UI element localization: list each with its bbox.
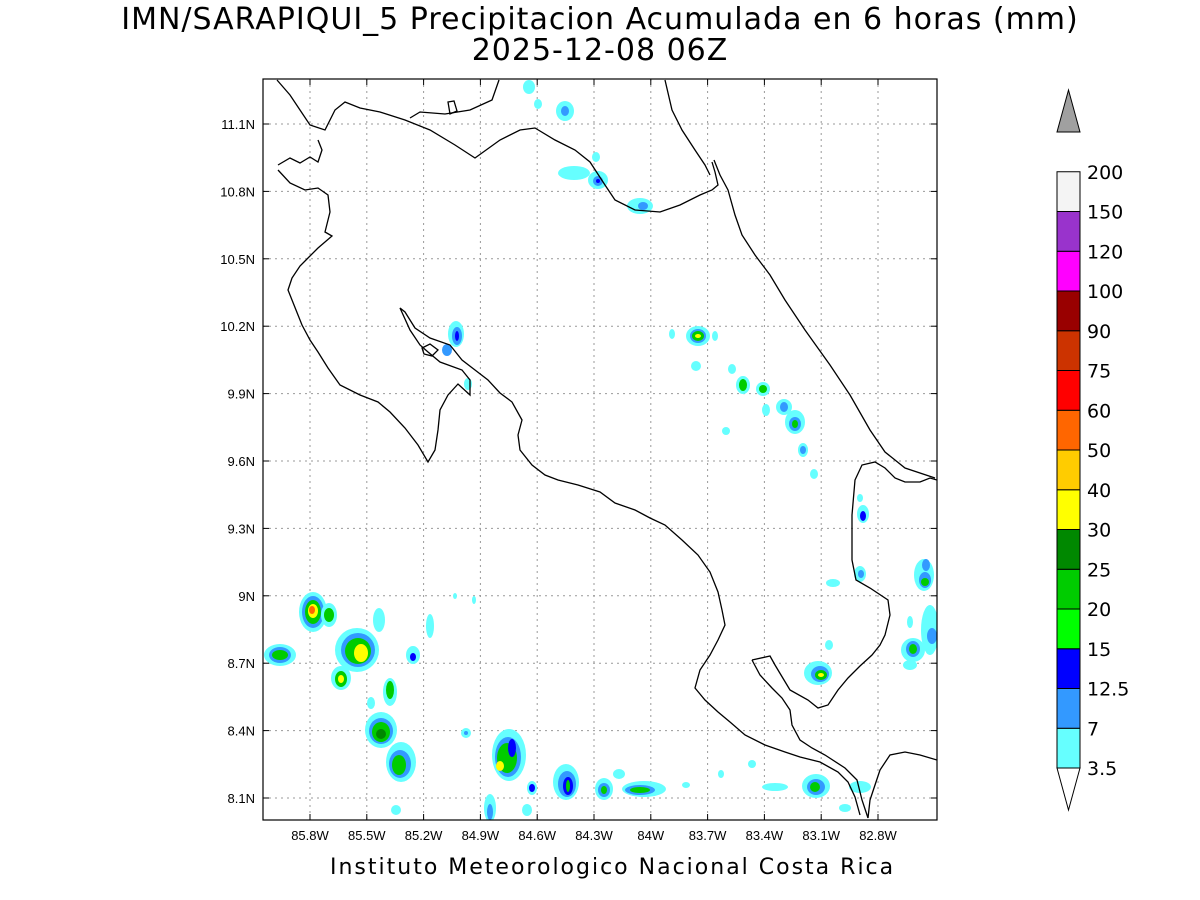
colorbar-arrow-bottom: [1056, 767, 1081, 812]
lon-tick-label: 83.4W: [746, 828, 784, 843]
lat-tick-label: 9.3N: [228, 521, 255, 536]
colorbar-swatch: [1056, 648, 1081, 689]
colorbar-swatch: [1056, 608, 1081, 650]
colorbar-arrow-top: [1056, 88, 1081, 133]
map-frame: [262, 78, 938, 821]
colorbar-swatch: [1056, 489, 1081, 530]
colorbar-label: 30: [1087, 520, 1111, 542]
colorbar-label: 75: [1087, 361, 1111, 383]
lat-tick-label: 8.4N: [228, 724, 255, 739]
lat-tick-label: 11.1N: [221, 117, 255, 132]
colorbar-label: 90: [1087, 321, 1111, 343]
colorbar-swatch: [1056, 250, 1081, 292]
colorbar: 3.5 7 12.5 15 20 25 30 40 50 60 75 90 100 120 150 200: [1056, 88, 1129, 812]
lon-tick-label: 84W: [637, 828, 664, 843]
lon-tick-label: 83.7W: [689, 828, 727, 843]
coastline: [276, 79, 937, 819]
lat-tick-label: 10.5N: [220, 252, 255, 267]
colorbar-swatch: [1056, 171, 1081, 212]
lat-tick-label: 8.1N: [228, 791, 255, 806]
colorbar-swatch: [1056, 727, 1081, 769]
colorbar-swatch: [1056, 211, 1081, 252]
colorbar-label: 150: [1087, 202, 1123, 224]
colorbar-swatch: [1056, 688, 1081, 729]
lon-tick-label: 85.2W: [405, 828, 443, 843]
colorbar-label: 15: [1087, 639, 1111, 661]
lat-tick-label: 9.6N: [228, 454, 255, 469]
colorbar-label: 200: [1087, 162, 1123, 184]
lon-tick-label: 85.5W: [348, 828, 386, 843]
colorbar-swatch: [1056, 529, 1081, 570]
colorbar-swatch: [1056, 330, 1081, 371]
colorbar-swatch: [1056, 568, 1081, 610]
colorbar-label: 12.5: [1087, 679, 1129, 701]
lat-tick-label: 10.8N: [220, 184, 255, 199]
colorbar-label: 3.5: [1087, 758, 1117, 780]
colorbar-swatch: [1056, 449, 1081, 491]
map-title: IMN/SARAPIQUI_5 Precipitacion Acumulada …: [121, 2, 1079, 37]
colorbar-label: 60: [1087, 400, 1111, 422]
colorbar-swatch: [1056, 290, 1081, 332]
lat-tick-label: 10.2N: [220, 319, 255, 334]
colorbar-swatch: [1056, 409, 1081, 451]
colorbar-label: 7: [1087, 718, 1099, 740]
lat-tick-label: 8.7N: [228, 656, 255, 671]
colorbar-swatch: [1056, 370, 1081, 411]
map-datetime: 2025-12-08 06Z: [471, 33, 729, 68]
lon-tick-label: 84.9W: [462, 828, 500, 843]
longitude-axis: 85.8W 85.5W 85.2W 84.9W 84.6W 84.3W 84W 83.7W 83…: [291, 79, 898, 843]
footer-credit: Instituto Meteorologico Nacional Costa R…: [330, 855, 896, 880]
lat-tick-label: 9.9N: [228, 387, 255, 402]
colorbar-label: 50: [1087, 440, 1111, 462]
lon-tick-label: 85.8W: [291, 828, 329, 843]
colorbar-label: 120: [1087, 241, 1123, 263]
latitude-axis: 11.1N 10.8N 10.5N 10.2N 9.9N 9.6N 9.3N 9N 8.7N 8.…: [220, 117, 937, 806]
lat-tick-label: 9N: [238, 589, 255, 604]
colorbar-label: 40: [1087, 480, 1111, 502]
lon-tick-label: 82.8W: [859, 828, 897, 843]
colorbar-label: 20: [1087, 599, 1111, 621]
lon-tick-label: 84.3W: [575, 828, 613, 843]
lon-tick-label: 83.1W: [802, 828, 840, 843]
map-gridlines: [263, 79, 937, 820]
lon-tick-label: 84.6W: [518, 828, 556, 843]
colorbar-label: 100: [1087, 281, 1123, 303]
colorbar-label: 25: [1087, 559, 1111, 581]
precipitation-cells: [264, 80, 937, 820]
